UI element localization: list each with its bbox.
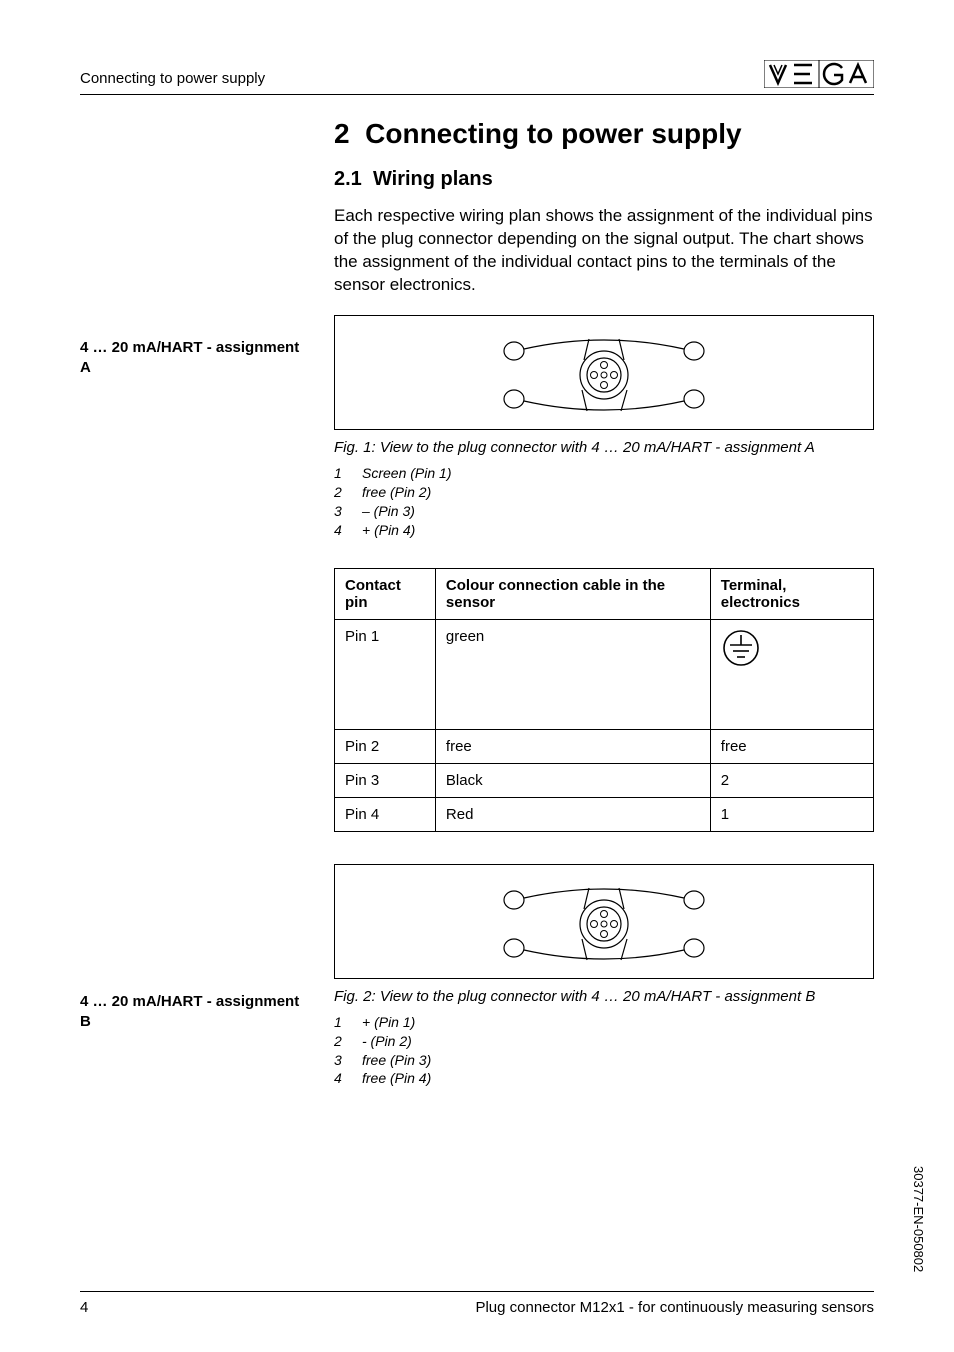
col-contact-pin: Contact pin <box>335 568 436 619</box>
footer-rule <box>80 1291 874 1292</box>
page-number: 4 <box>80 1299 88 1316</box>
ground-symbol-cell <box>710 619 873 729</box>
connector-diagram-icon <box>454 325 754 420</box>
col-colour: Colour connection cable in the sensor <box>435 568 710 619</box>
document-number: 30377-EN-050802 <box>911 1166 926 1272</box>
footer-title: Plug connector M12x1 - for continuously … <box>475 1299 874 1316</box>
pin-assignment-table: Contact pin Colour connection cable in t… <box>334 568 874 832</box>
intro-paragraph: Each respective wiring plan shows the as… <box>334 205 874 297</box>
figure-1-caption: Fig. 1: View to the plug connector with … <box>334 438 874 458</box>
table-row: Pin 4 Red 1 <box>335 797 874 831</box>
ground-icon <box>721 628 761 668</box>
header-rule <box>80 94 874 95</box>
sidebar-label-b: 4 … 20 mA/HART - assignment B <box>80 992 310 1031</box>
figure-1-pin-list: 1Screen (Pin 1) 2free (Pin 2) 3– (Pin 3)… <box>334 464 874 540</box>
main-content: 2 Connecting to power supply 2.1 Wiring … <box>334 118 874 1088</box>
figure-2-box <box>334 864 874 979</box>
table-row: Pin 3 Black 2 <box>335 763 874 797</box>
col-terminal: Terminal, electronics <box>710 568 873 619</box>
connector-diagram-icon <box>454 874 754 969</box>
figure-2-pin-list: 1+ (Pin 1) 2- (Pin 2) 3free (Pin 3) 4fre… <box>334 1013 874 1089</box>
chapter-heading: 2 Connecting to power supply <box>334 118 874 150</box>
running-head: Connecting to power supply <box>80 70 265 87</box>
table-header-row: Contact pin Colour connection cable in t… <box>335 568 874 619</box>
table-row: Pin 1 green <box>335 619 874 729</box>
figure-1-box <box>334 315 874 430</box>
vega-logo <box>764 60 874 93</box>
figure-2-caption: Fig. 2: View to the plug connector with … <box>334 987 874 1007</box>
section-heading: 2.1 Wiring plans <box>334 168 874 191</box>
table-row: Pin 2 free free <box>335 729 874 763</box>
sidebar-label-a: 4 … 20 mA/HART - assignment A <box>80 338 310 377</box>
